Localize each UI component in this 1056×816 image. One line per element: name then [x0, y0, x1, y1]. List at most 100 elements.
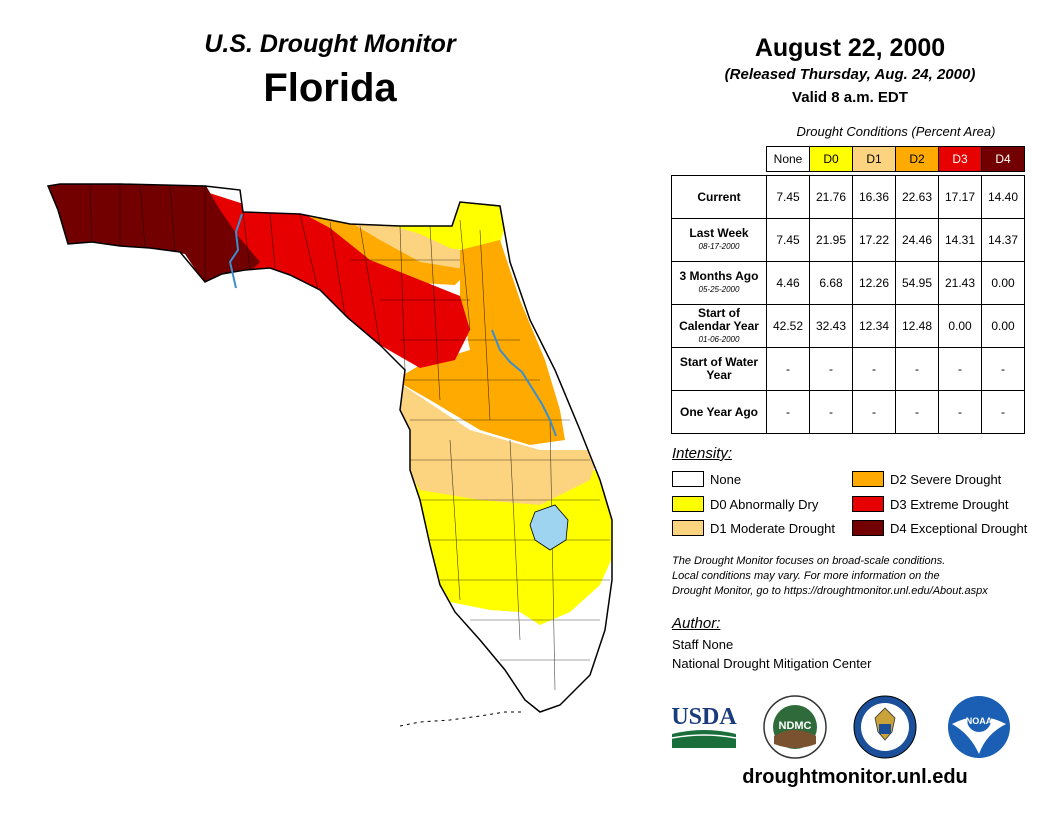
legend-item-d1: D1 Moderate Drought [672, 519, 835, 537]
legend-swatch [672, 496, 704, 512]
legend-swatch [672, 471, 704, 487]
col-d1: D1 [852, 146, 896, 172]
county-lines [89, 184, 610, 691]
cell: 17.17 [938, 175, 982, 219]
d1-region-north [340, 222, 470, 272]
author-org: National Drought Mitigation Center [672, 656, 872, 671]
cell: 12.48 [895, 304, 939, 348]
cell: - [938, 347, 982, 391]
cell: 12.34 [852, 304, 896, 348]
disclaimer-note: The Drought Monitor focuses on broad-sca… [672, 555, 988, 597]
author-name: Staff None [672, 637, 734, 652]
table-row: 3 Months Ago 05-25-2000 4.46 6.68 12.26 5… [671, 261, 1025, 305]
row-label: One Year Ago [671, 390, 767, 434]
cell: - [981, 347, 1025, 391]
author-title: Author: [672, 615, 721, 632]
table-row: Start of Calendar Year 01-06-2000 42.52 3… [671, 304, 1025, 348]
lake-okeechobee [529, 504, 569, 551]
d3-region [200, 190, 470, 368]
col-d2: D2 [895, 146, 939, 172]
legend-swatch [852, 496, 884, 512]
cell: 32.43 [809, 304, 853, 348]
cell: 16.36 [852, 175, 896, 219]
usda-logo: USDA [671, 704, 737, 748]
legend-item-d4: D4 Exceptional Drought [852, 519, 1027, 537]
table-corner [672, 147, 767, 172]
cell: 0.00 [981, 304, 1025, 348]
cell: - [895, 347, 939, 391]
cell: 0.00 [938, 304, 982, 348]
cell: - [809, 390, 853, 434]
cell: - [766, 347, 810, 391]
cell: 4.46 [766, 261, 810, 305]
table-row: Current 7.45 21.76 16.36 22.63 17.17 14.… [671, 175, 1025, 219]
map-date: August 22, 2000 [754, 34, 946, 62]
florida-drought-map [0, 0, 660, 816]
row-label: Current [671, 175, 767, 219]
table-row: Start of Water Year - - - - - - [671, 347, 1025, 391]
map-subtitle: U.S. Drought Monitor [204, 30, 456, 58]
cell: - [938, 390, 982, 434]
release-date: (Released Thursday, Aug. 24, 2000) [724, 66, 976, 83]
d2-region-north-band [300, 214, 470, 285]
col-d4: D4 [981, 146, 1025, 172]
col-none: None [766, 146, 810, 172]
cell: - [766, 390, 810, 434]
row-label: Start of Calendar Year 01-06-2000 [671, 304, 767, 348]
svg-text:NOAA: NOAA [966, 716, 993, 726]
col-d3: D3 [938, 146, 982, 172]
row-label: Last Week 08-17-2000 [671, 218, 767, 262]
florida-keys [399, 711, 525, 727]
cell: 7.45 [766, 218, 810, 262]
row-label: Start of Water Year [671, 347, 767, 391]
apalachicola-river [228, 213, 243, 289]
table-row: Last Week 08-17-2000 7.45 21.95 17.22 24.… [671, 218, 1025, 262]
table-caption: Drought Conditions (Percent Area) [796, 124, 996, 139]
cell: 14.31 [938, 218, 982, 262]
legend-item-none: None [672, 470, 741, 488]
cell: 17.22 [852, 218, 896, 262]
ndmc-logo: NDMC [763, 695, 827, 759]
cell: 14.40 [981, 175, 1025, 219]
d1-region-central [395, 380, 600, 505]
cell: 54.95 [895, 261, 939, 305]
svg-text:NDMC: NDMC [779, 720, 812, 732]
map-title: Florida [263, 66, 397, 110]
cell: 0.00 [981, 261, 1025, 305]
row-label: 3 Months Ago 05-25-2000 [671, 261, 767, 305]
cell: 12.26 [852, 261, 896, 305]
st-johns-river [491, 329, 557, 437]
commerce-seal-logo [853, 695, 917, 759]
none-region [0, 0, 660, 816]
legend-swatch [852, 520, 884, 536]
cell: 24.46 [895, 218, 939, 262]
website-url[interactable]: droughtmonitor.unl.edu [742, 766, 968, 788]
legend-title: Intensity: [672, 445, 733, 462]
cell: - [852, 347, 896, 391]
cell: 14.37 [981, 218, 1025, 262]
cell: - [809, 347, 853, 391]
drought-conditions-table: None D0 D1 D2 D3 D4 Current 7.45 21.76 1… [671, 146, 1025, 434]
col-d0: D0 [809, 146, 853, 172]
cell: 21.95 [809, 218, 853, 262]
cell: 21.43 [938, 261, 982, 305]
svg-text:USDA: USDA [671, 704, 737, 730]
cell: - [981, 390, 1025, 434]
cell: 7.45 [766, 175, 810, 219]
table-row: One Year Ago - - - - - - [671, 390, 1025, 434]
legend-item-d2: D2 Severe Drought [852, 470, 1001, 488]
legend-swatch [852, 471, 884, 487]
cell: 21.76 [809, 175, 853, 219]
noaa-logo: NOAA [948, 696, 1010, 758]
cell: - [852, 390, 896, 434]
cell: 22.63 [895, 175, 939, 219]
valid-time: Valid 8 a.m. EDT [792, 89, 908, 106]
cell: 6.68 [809, 261, 853, 305]
cell: 42.52 [766, 304, 810, 348]
cell: - [895, 390, 939, 434]
legend-item-d0: D0 Abnormally Dry [672, 495, 818, 513]
d2-region-east [395, 240, 565, 445]
d0-region-south [400, 470, 612, 625]
legend-swatch [672, 520, 704, 536]
legend-item-d3: D3 Extreme Drought [852, 495, 1009, 513]
